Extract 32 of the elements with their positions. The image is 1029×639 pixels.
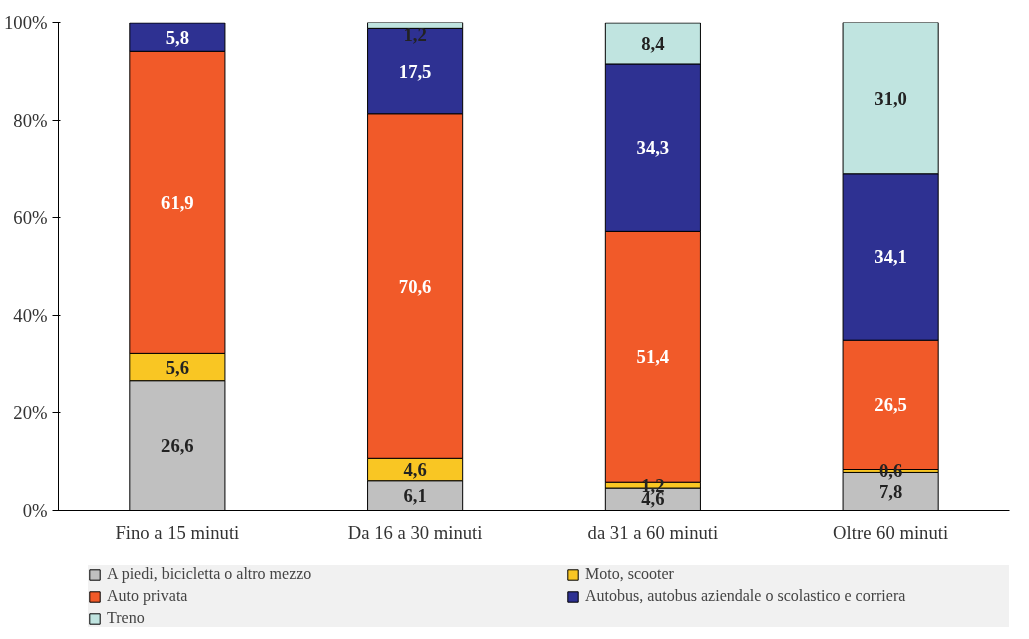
legend-label: Auto privata (107, 587, 189, 605)
data-label: 1,2 (403, 24, 427, 46)
data-label: 61,9 (161, 191, 194, 213)
data-label: 31,0 (874, 87, 907, 109)
data-label: 70,6 (398, 275, 432, 297)
data-label: 51,4 (636, 346, 670, 368)
data-label: 34,1 (874, 246, 907, 268)
y-tick-label: 40% (13, 304, 48, 326)
x-tick-label: da 31 a 60 minuti (587, 521, 719, 543)
y-tick-label: 100% (3, 12, 48, 33)
legend-label: A piedi, bicicletta o altro mezzo (107, 565, 313, 583)
data-label: 34,3 (636, 137, 670, 159)
x-tick-label: Oltre 60 minuti (833, 521, 949, 543)
legend-label: Autobus, autobus aziendale o scolastico e corriera (585, 587, 907, 605)
y-tick-label: 80% (13, 109, 48, 131)
x-tick-label: Da 16 a 30 minuti (347, 521, 483, 543)
data-label: 26,6 (161, 435, 194, 457)
y-tick-label: 60% (13, 207, 48, 229)
x-tick-label: Fino a 15 minuti (115, 521, 240, 543)
legend-label: Moto, scooter (585, 565, 675, 583)
data-label: 0,6 (878, 460, 903, 482)
data-label: 6,1 (403, 485, 427, 507)
legend-label: Treno (107, 609, 146, 627)
data-label: 7,8 (878, 480, 903, 502)
data-label: 5,8 (165, 26, 190, 48)
y-tick-label: 20% (13, 402, 48, 424)
y-tick-label: 0% (22, 500, 48, 521)
data-label: 5,6 (165, 356, 190, 378)
data-label: 26,5 (874, 394, 907, 416)
data-label: 4,6 (403, 459, 427, 481)
data-label: 17,5 (398, 60, 432, 82)
data-label: 8,4 (641, 32, 665, 54)
